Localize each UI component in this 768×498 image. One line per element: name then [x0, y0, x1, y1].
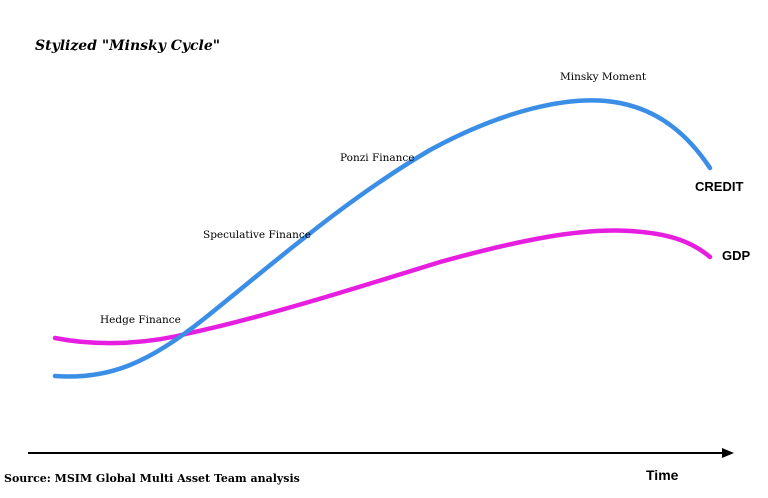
credit-curve	[52, 98, 713, 379]
phase-label-ponzi-finance: Ponzi Finance	[340, 152, 414, 164]
phase-label-speculative-finance: Speculative Finance	[203, 229, 311, 241]
diagram-title: Stylized "Minsky Cycle"	[35, 38, 220, 54]
gdp-curve	[52, 228, 713, 346]
time-axis-label: Time	[646, 467, 679, 483]
gdp-series-label: GDP	[722, 248, 751, 263]
phase-label-minsky-moment: Minsky Moment	[560, 71, 647, 83]
phase-label-hedge-finance: Hedge Finance	[100, 314, 181, 326]
credit-series-label: CREDIT	[695, 179, 743, 194]
source-note: Source: MSIM Global Multi Asset Team ana…	[4, 472, 300, 485]
